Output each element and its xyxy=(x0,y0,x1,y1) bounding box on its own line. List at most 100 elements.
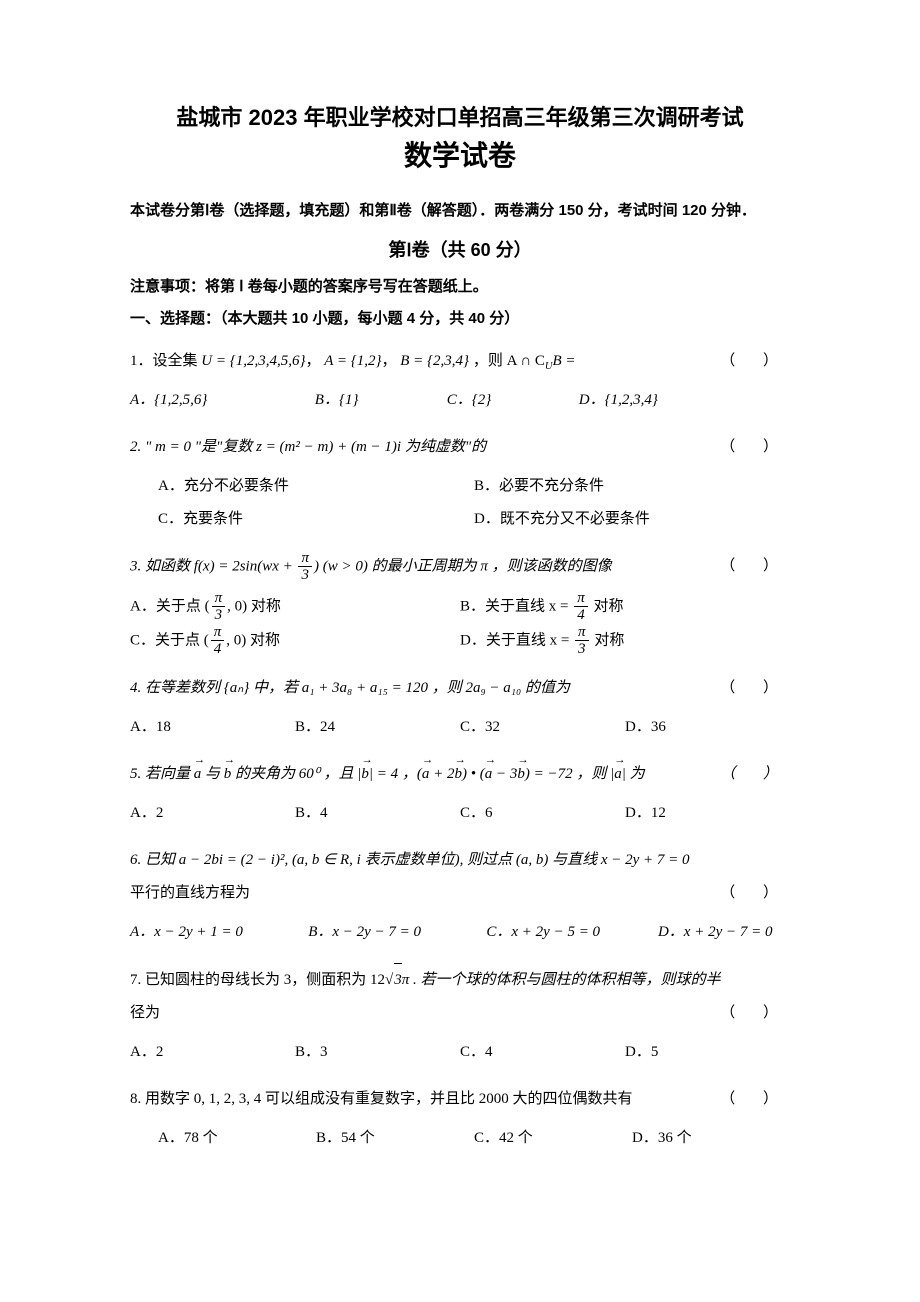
q3d-den: 3 xyxy=(575,641,589,658)
q7-opt-a: A．2 xyxy=(130,1036,295,1069)
q2-opt-d: D．既不充分又不必要条件 xyxy=(474,503,790,536)
q7-opt-b: B．3 xyxy=(295,1036,460,1069)
q2-paren: （ ） xyxy=(720,431,790,464)
q1-suffix: ，则 A ∩ C xyxy=(473,353,545,369)
q3a-post: , 0) 对称 xyxy=(227,598,281,614)
q5-opt-a: A．2 xyxy=(130,797,295,830)
q7-paren: （ ） xyxy=(720,997,790,1030)
q3-frac-den: 3 xyxy=(298,567,312,584)
question-8: 8. 用数字 0, 1, 2, 3, 4 可以组成没有重复数字，并且比 2000… xyxy=(130,1083,790,1155)
q5-m3: | = 4 ，( xyxy=(369,766,422,782)
q3-opt-a: A．关于点 (π3, 0) 对称 xyxy=(130,590,460,624)
q7-line1: 7. 已知圆柱的母线长为 3，侧面积为 12√3π . 若一个球的体积与圆柱的体… xyxy=(130,963,790,997)
q4-options: A．18 B．24 C．32 D．36 xyxy=(130,711,790,744)
q8-paren: （ ） xyxy=(720,1083,790,1116)
q3-opt-b: B．关于直线 x = π4 对称 xyxy=(460,590,790,624)
q1-text: 1．设全集 U = {1,2,3,4,5,6}， A = {1,2}， B = … xyxy=(130,345,790,378)
q1-tail: B = xyxy=(553,353,576,369)
q1-opt-b: B．{1} xyxy=(315,384,447,417)
q5-options: A．2 B．4 C．6 D．12 xyxy=(130,797,790,830)
q3c-post: , 0) 对称 xyxy=(226,632,280,648)
q2-opt-b: B．必要不充分条件 xyxy=(474,470,790,503)
q3d-post: 对称 xyxy=(591,632,625,648)
q6-line2-row: 平行的直线方程为 （ ） xyxy=(130,877,790,910)
q5-prefix: 5. 若向量 xyxy=(130,766,194,782)
q2-opt-a: A．充分不必要条件 xyxy=(158,470,474,503)
q4-opt-a: A．18 xyxy=(130,711,295,744)
q1-u: U = {1,2,3,4,5,6} xyxy=(201,353,305,369)
q7-sqrt: 3 xyxy=(394,963,402,997)
q3-options: A．关于点 (π3, 0) 对称 B．关于直线 x = π4 对称 C．关于点 … xyxy=(130,590,790,658)
q3d-num: π xyxy=(575,624,589,642)
q5-m2: 的夹角为 60⁰ ，且 | xyxy=(231,766,361,782)
q7-line2: 径为 xyxy=(130,1005,160,1021)
q8-text: 8. 用数字 0, 1, 2, 3, 4 可以组成没有重复数字，并且比 2000… xyxy=(130,1083,790,1116)
q4-main: 4. 在等差数列 {aₙ} 中，若 a₁ + 3a₈ + a₁₅ = 120 ，… xyxy=(130,680,570,696)
q1-opt-c: C．{2} xyxy=(447,384,579,417)
q4-opt-d: D．36 xyxy=(625,711,790,744)
q8-opt-d: D．36 个 xyxy=(632,1122,790,1155)
q4-paren: （ ） xyxy=(720,672,790,705)
q3c-pre: C．关于点 ( xyxy=(130,632,209,648)
q5-m1: 与 xyxy=(201,766,224,782)
q5-veca3: a xyxy=(485,758,493,791)
q7-line2-row: 径为 （ ） xyxy=(130,997,790,1030)
q1-opt-d: D．{1,2,3,4} xyxy=(579,384,790,417)
q8-opt-b: B．54 个 xyxy=(316,1122,474,1155)
q8-options: A．78 个 B．54 个 C．42 个 D．36 个 xyxy=(130,1122,790,1155)
q7-options: A．2 B．3 C．4 D．5 xyxy=(130,1036,790,1069)
q2-options: A．充分不必要条件 B．必要不充分条件 C．充要条件 D．既不充分又不必要条件 xyxy=(130,470,790,536)
question-3: 3. 如函数 f(x) = 2sin(wx + π3) (w > 0) 的最小正… xyxy=(130,550,790,658)
q5-m5: ) • ( xyxy=(462,766,485,782)
q5-m7: ) = −72 ，则 | xyxy=(525,766,614,782)
q7-opt-c: C．4 xyxy=(460,1036,625,1069)
question-4: 4. 在等差数列 {aₙ} 中，若 a₁ + 3a₈ + a₁₅ = 120 ，… xyxy=(130,672,790,744)
q5-veca1: a xyxy=(194,758,202,791)
q1-paren: （ ） xyxy=(720,345,790,378)
q6-line1: 6. 已知 a − 2bi = (2 − i)², (a, b ∈ R, i 表… xyxy=(130,844,790,877)
q7-mid: π . 若一个球的体积与圆柱的体积相等，则球的半 xyxy=(402,972,721,988)
q3d-pre: D．关于直线 x = xyxy=(460,632,573,648)
q4-opt-c: C．32 xyxy=(460,711,625,744)
q2-opt-c: C．充要条件 xyxy=(158,503,474,536)
q3a-num: π xyxy=(212,590,226,608)
q3-paren: （ ） xyxy=(720,550,790,583)
exam-subtitle: 数学试卷 xyxy=(130,135,790,180)
q3-frac-num: π xyxy=(298,550,312,568)
question-2: 2. " m = 0 "是"复数 z = (m² − m) + (m − 1)i… xyxy=(130,431,790,536)
q8-main: 8. 用数字 0, 1, 2, 3, 4 可以组成没有重复数字，并且比 2000… xyxy=(130,1091,633,1107)
question-1: 1．设全集 U = {1,2,3,4,5,6}， A = {1,2}， B = … xyxy=(130,345,790,417)
q2-main: 2. " m = 0 "是"复数 z = (m² − m) + (m − 1)i… xyxy=(130,439,486,455)
q3b-post: 对称 xyxy=(590,598,624,614)
q5-vecb3: b xyxy=(455,758,463,791)
question-6: 6. 已知 a − 2bi = (2 − i)², (a, b ∈ R, i 表… xyxy=(130,844,790,949)
q5-vecb4: b xyxy=(517,758,525,791)
q6-opt-d: D．x + 2y − 7 = 0 xyxy=(658,916,790,949)
q6-paren: （ ） xyxy=(720,877,790,910)
question-7: 7. 已知圆柱的母线长为 3，侧面积为 12√3π . 若一个球的体积与圆柱的体… xyxy=(130,963,790,1069)
q5-opt-d: D．12 xyxy=(625,797,790,830)
q5-paren: （ ） xyxy=(720,758,790,791)
q3-opt-d: D．关于直线 x = π3 对称 xyxy=(460,624,790,658)
q8-opt-c: C．42 个 xyxy=(474,1122,632,1155)
instructions-text: 本试卷分第Ⅰ卷（选择题，填充题）和第Ⅱ卷（解答题）．两卷满分 150 分，考试时… xyxy=(130,202,756,219)
q6-opt-c: C．x + 2y − 5 = 0 xyxy=(486,916,658,949)
section-title: 一、选择题：（本大题共 10 小题，每小题 4 分，共 40 分） xyxy=(130,307,790,331)
q5-veca2: a xyxy=(422,758,430,791)
q2-text: 2. " m = 0 "是"复数 z = (m² − m) + (m − 1)i… xyxy=(130,431,790,464)
q5-m8: | 为 xyxy=(622,766,645,782)
q6-opt-b: B．x − 2y − 7 = 0 xyxy=(308,916,486,949)
q7-opt-d: D．5 xyxy=(625,1036,790,1069)
q1-a: A = {1,2} xyxy=(324,353,381,369)
q5-text: 5. 若向量 a 与 b 的夹角为 60⁰ ，且 |b| = 4 ，(a + 2… xyxy=(130,758,790,791)
q1-prefix: 1．设全集 xyxy=(130,353,198,369)
q7-prefix: 7. 已知圆柱的母线长为 3，侧面积为 12 xyxy=(130,972,385,988)
q5-opt-b: B．4 xyxy=(295,797,460,830)
q1-subu: U xyxy=(545,361,553,372)
q3b-num: π xyxy=(574,590,588,608)
q5-m4: + 2 xyxy=(429,766,454,782)
section-header: 第Ⅰ卷（共 60 分） xyxy=(130,236,790,265)
q1-b: B = {2,3,4} xyxy=(400,353,469,369)
q6-opt-a: A．x − 2y + 1 = 0 xyxy=(130,916,308,949)
q3-text: 3. 如函数 f(x) = 2sin(wx + π3) (w > 0) 的最小正… xyxy=(130,550,790,584)
